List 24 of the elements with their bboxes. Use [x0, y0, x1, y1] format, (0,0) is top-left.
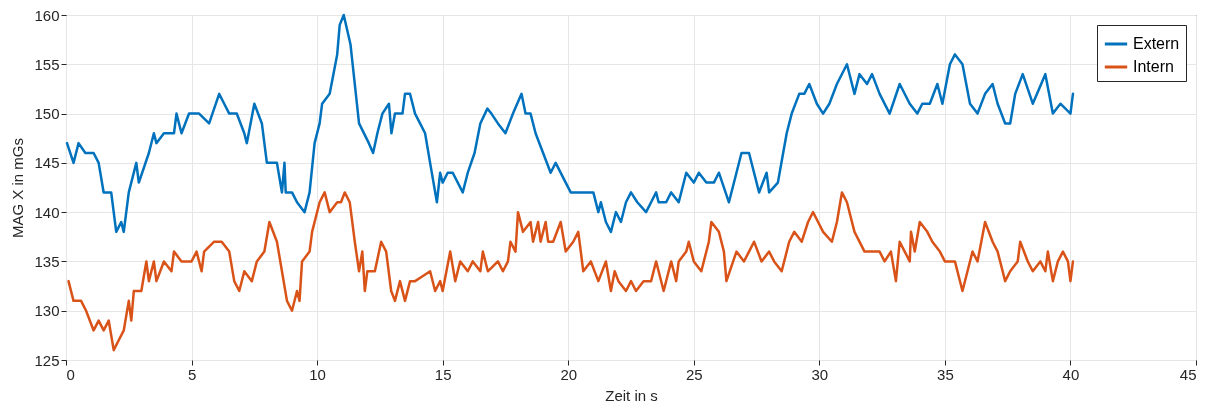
- x-tick-label: 35: [937, 365, 954, 383]
- y-tick-label: 155: [34, 55, 60, 73]
- x-tick-label: 0: [66, 365, 75, 383]
- x-tick-label: 10: [309, 365, 326, 383]
- y-tick-label: 130: [34, 302, 60, 320]
- legend-label: Intern: [1133, 58, 1174, 75]
- x-tick-label: 25: [685, 365, 703, 383]
- y-tick-label: 125: [34, 351, 60, 369]
- x-tick-label: 45: [1179, 365, 1197, 383]
- x-tick-label: 40: [1062, 365, 1080, 383]
- y-tick-label: 150: [34, 105, 60, 123]
- line-series: [65, 13, 1075, 234]
- y-tick-label: 140: [34, 203, 60, 221]
- x-tick-label: 15: [434, 365, 452, 383]
- x-tick-label: 5: [187, 365, 197, 383]
- line-series: [67, 191, 1075, 352]
- legend-label: Extern: [1133, 35, 1180, 52]
- y-tick-label: 160: [34, 6, 60, 24]
- x-tick-label: 30: [811, 365, 829, 383]
- x-axis-title: Zeit in s: [605, 386, 658, 404]
- y-axis-title: MAG X in mGs: [9, 137, 27, 239]
- y-tick-label: 135: [34, 252, 60, 270]
- y-tick-label: 145: [34, 154, 60, 172]
- x-tick-label: 20: [560, 365, 578, 383]
